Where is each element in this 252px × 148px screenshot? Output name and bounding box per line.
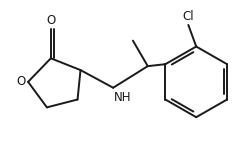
Text: Cl: Cl — [182, 10, 193, 23]
Text: NH: NH — [114, 91, 131, 104]
Text: O: O — [46, 14, 55, 27]
Text: O: O — [17, 75, 26, 88]
